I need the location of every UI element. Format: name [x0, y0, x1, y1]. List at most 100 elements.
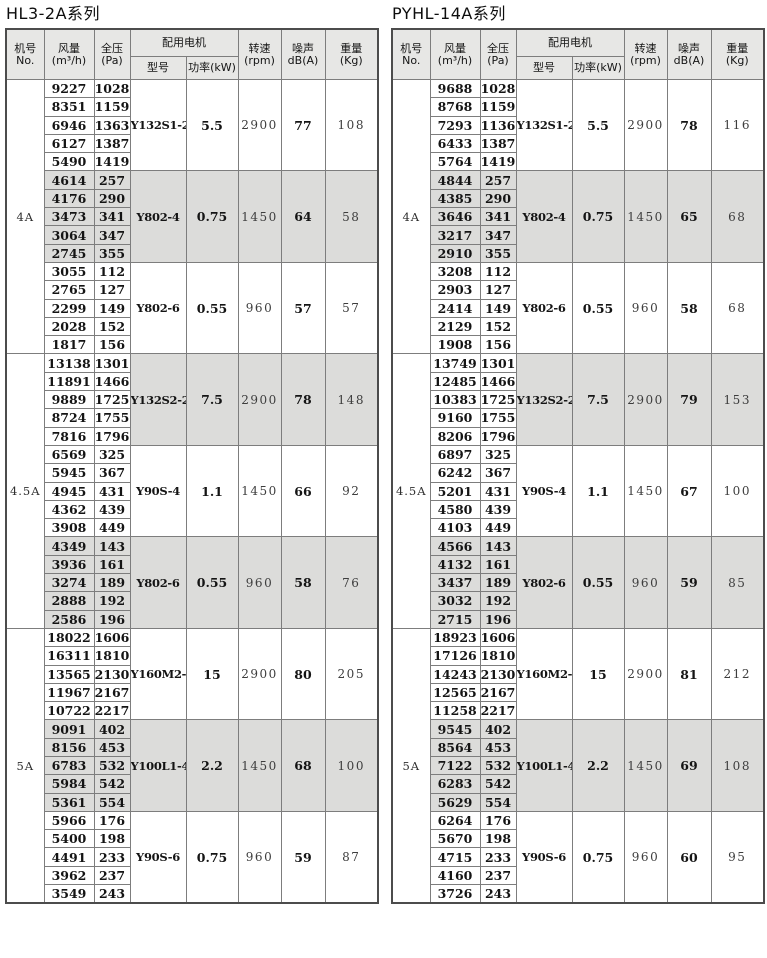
airflow-cell: 4349 — [43, 536, 95, 556]
speed-cell: 960 — [237, 261, 282, 355]
motor-model-cell: Y132S2-2 — [515, 353, 573, 446]
speed-cell: 1450 — [237, 170, 282, 263]
weight-cell: 57 — [324, 261, 379, 355]
motor-model-cell: Y802-4 — [515, 170, 573, 263]
table-row: 12485 1466 — [392, 371, 764, 392]
pressure-cell: 176 — [479, 810, 517, 831]
pressure-cell: 156 — [93, 335, 131, 355]
table-row: 6264 176 Y90S-6 0.75 960 60 95 — [392, 810, 765, 904]
header-motor-group: 配用电机 — [515, 28, 625, 57]
airflow-cell: 10383 — [429, 390, 481, 410]
airflow-cell: 5984 — [43, 774, 95, 794]
header-airflow: 风量 (m³/h) — [43, 28, 95, 80]
header-pressure: 全压 (Pa) — [479, 28, 517, 80]
pressure-cell: 237 — [479, 865, 517, 886]
pressure-cell: 431 — [93, 481, 131, 501]
airflow-cell: 18022 — [43, 627, 95, 648]
header-pressure-line: (Pa) — [487, 53, 509, 67]
pressure-cell: 1419 — [93, 152, 131, 172]
airflow-cell: 5670 — [429, 829, 481, 849]
airflow-cell: 13138 — [43, 353, 95, 373]
motor-power-cell: 1.1 — [185, 444, 239, 538]
motor-model-cell: Y132S2-2 — [129, 353, 187, 446]
pressure-cell: 1136 — [479, 115, 517, 135]
airflow-cell: 1817 — [43, 335, 95, 355]
table-row: 4176 290 — [6, 188, 378, 209]
table-body: 4A 9227 1028 Y132S1-2 5.5 2900 77 108 8351 1159 69… — [5, 78, 379, 904]
airflow-cell: 2414 — [429, 298, 481, 318]
table-row: 4491 233 — [6, 847, 378, 867]
pressure-cell: 2217 — [479, 701, 517, 721]
weight-cell: 148 — [324, 353, 379, 446]
noise-cell: 60 — [666, 810, 712, 904]
table-title: HL3-2A系列 — [6, 4, 101, 23]
table-row: 9545 402 Y100L1-4 2.2 1450 69 108 — [392, 719, 765, 812]
weight-cell: 100 — [324, 719, 379, 812]
table-row: 2888 192 — [6, 591, 378, 611]
fan-spec-table-pyhl-14a: PYHL-14A系列 机号 No. 风量 (m³/h) 全压 (Pa) 配用电机 转速 (rpm… — [391, 3, 765, 905]
airflow-cell: 2715 — [429, 609, 481, 629]
weight-cell: 108 — [710, 719, 765, 812]
pressure-cell: 1755 — [479, 408, 517, 428]
pressure-cell: 189 — [93, 573, 131, 593]
table-row: 3936 161 — [6, 554, 378, 575]
speed-cell: 1450 — [623, 444, 668, 538]
table-row: 4566 143 Y802-6 0.55 960 59 85 — [392, 536, 765, 629]
noise-cell: 79 — [666, 353, 712, 446]
weight-cell: 95 — [710, 810, 765, 904]
speed-cell: 960 — [237, 536, 282, 629]
motor-model-cell: Y90S-4 — [515, 444, 573, 538]
table-row: 6783 532 — [6, 755, 378, 776]
header-no-line: No. — [16, 53, 35, 67]
table-row: 4614 257 Y802-4 0.75 1450 64 58 — [6, 170, 379, 263]
header-row-1: 机号 No. 风量 (m³/h) 全压 (Pa) 配用电机 转速 (rpm) 噪声 dB(A) 重量(… — [5, 28, 379, 80]
table-row: 5629 554 — [392, 792, 764, 812]
pressure-cell: 127 — [93, 280, 131, 300]
airflow-cell: 12565 — [429, 682, 481, 703]
airflow-cell: 17126 — [429, 646, 481, 666]
header-speed: 转速 (rpm) — [623, 28, 668, 80]
airflow-cell: 9889 — [43, 390, 95, 410]
airflow-cell: 9091 — [43, 719, 95, 739]
table-row: 6283 542 — [392, 774, 764, 794]
pressure-cell: 152 — [93, 316, 131, 337]
noise-cell: 66 — [280, 444, 326, 538]
table-row: 3549 243 — [6, 884, 378, 904]
header-no-line: No. — [402, 53, 421, 67]
motor-power-cell: 15 — [571, 627, 625, 721]
pressure-cell: 402 — [93, 719, 131, 739]
header-motor-model-line: 型号 — [147, 61, 169, 74]
noise-cell: 80 — [280, 627, 326, 721]
airflow-cell: 12485 — [429, 371, 481, 392]
pressure-cell: 112 — [479, 261, 517, 282]
airflow-cell: 5490 — [43, 152, 95, 172]
table-row: 5945 367 — [6, 463, 378, 483]
header-weight: 重量 (Kg) — [324, 28, 379, 80]
pressure-cell: 1796 — [479, 426, 517, 446]
motor-power-cell: 1.1 — [571, 444, 625, 538]
motor-power-cell: 0.55 — [571, 261, 625, 355]
pressure-cell: 1725 — [479, 390, 517, 410]
pressure-cell: 237 — [93, 865, 131, 886]
table-row: 6897 325 Y90S-4 1.1 1450 67 100 — [392, 444, 765, 538]
header-speed: 转速 (rpm) — [237, 28, 282, 80]
motor-model-cell: Y100L1-4 — [515, 719, 573, 812]
speed-cell: 960 — [623, 810, 668, 904]
motor-model-cell: Y802-6 — [129, 536, 187, 629]
header-pressure-line: 全压 — [101, 41, 123, 55]
pressure-cell: 453 — [479, 737, 517, 757]
table-row: 3437 189 — [392, 573, 764, 593]
machine-no-cell: 4A — [391, 78, 431, 355]
table-row: 3274 189 — [6, 573, 378, 593]
header-pressure: 全压 (Pa) — [93, 28, 131, 80]
table-row: 4715 233 — [392, 847, 764, 867]
pressure-cell: 156 — [479, 335, 517, 355]
airflow-cell: 3549 — [43, 884, 95, 904]
motor-model-cell: Y132S1-2 — [515, 78, 573, 172]
speed-cell: 2900 — [237, 627, 282, 721]
pressure-cell: 1363 — [93, 115, 131, 135]
spec-table: 机号 No. 风量 (m³/h) 全压 (Pa) 配用电机 转速 (rpm) 噪声 dB(A) 重量(… — [391, 28, 765, 905]
header-motor-power: 功率(kW) — [185, 56, 239, 80]
machine-no-cell: 4A — [5, 78, 45, 355]
header-speed-line: (rpm) — [630, 53, 661, 67]
